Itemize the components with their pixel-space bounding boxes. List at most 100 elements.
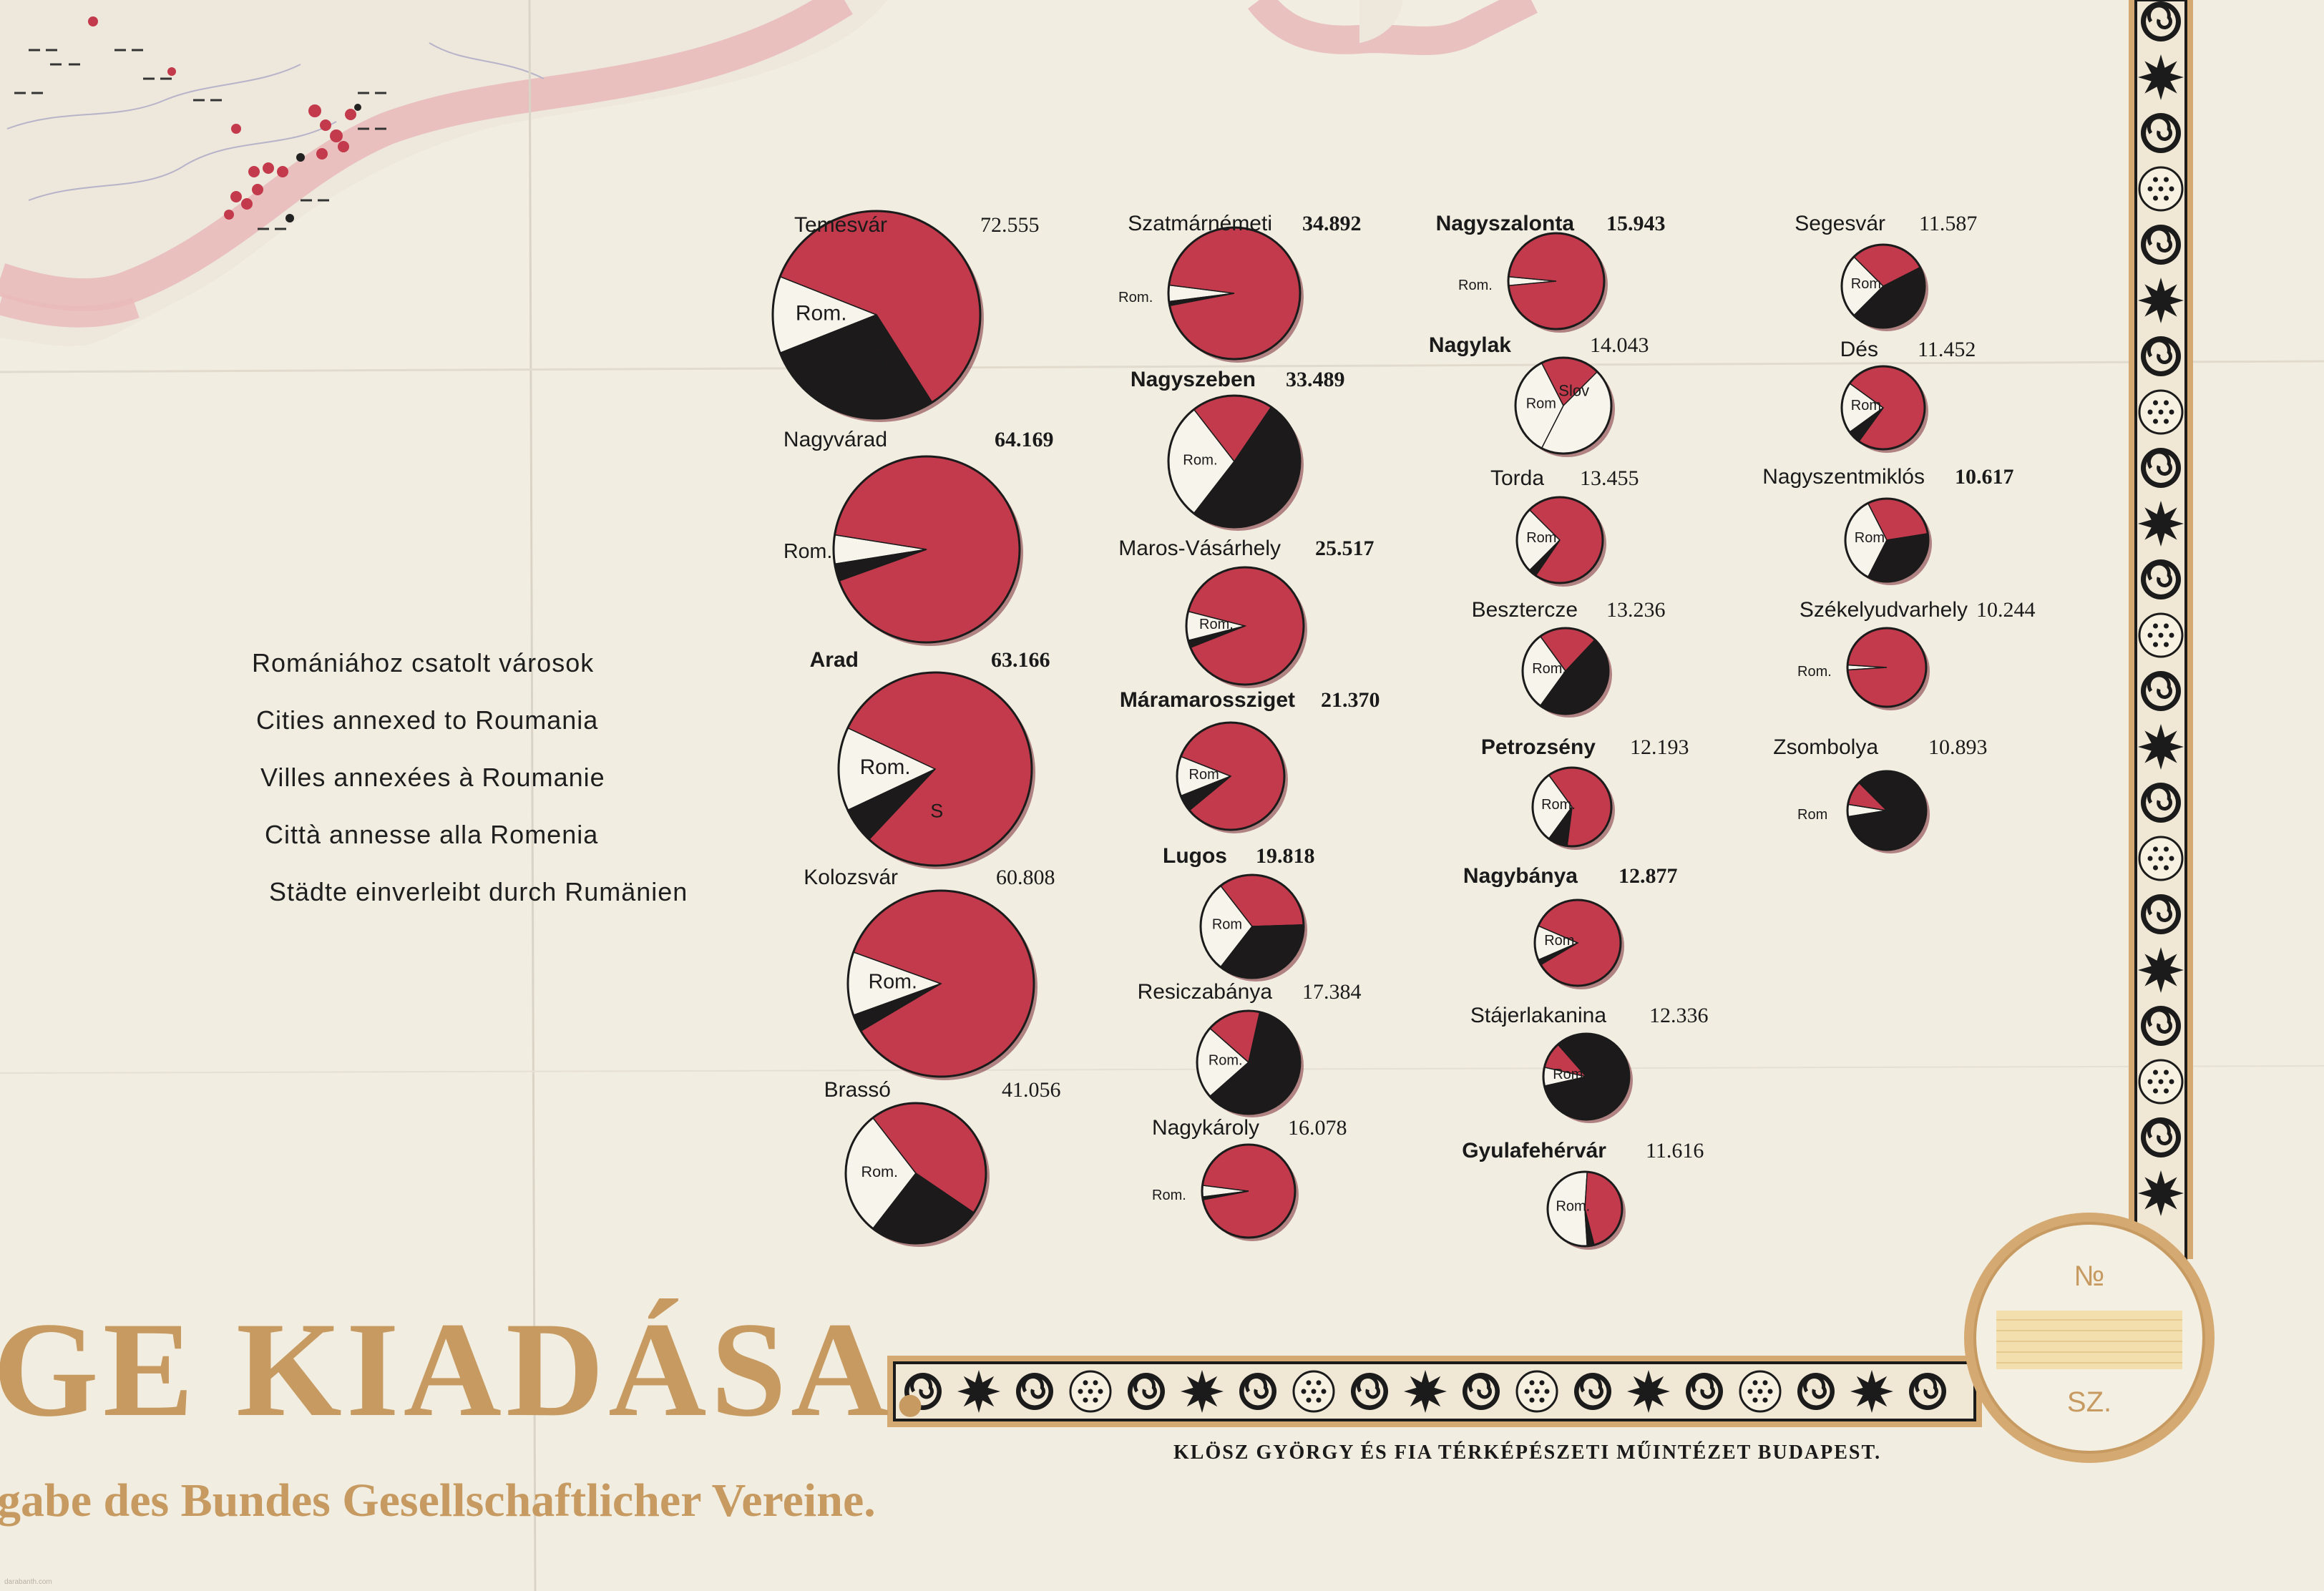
- ornament-spiral: [1128, 1373, 1165, 1410]
- ornament-spiral: [2141, 783, 2181, 823]
- city-name-maros-vasarhely: Maros-Vásárhely: [1118, 537, 1281, 560]
- rom-label: Rom: [1212, 917, 1242, 933]
- pie-szatmarnemeti: Rom.: [1118, 226, 1304, 363]
- rom-label: Rom.: [783, 540, 832, 563]
- publication-subtitle: gabe des Bundes Gesellschaftlicher Verei…: [0, 1474, 876, 1527]
- pie-arad: Rom. S: [837, 671, 1035, 869]
- pie-szekelyudvarhely: Rom.: [1797, 627, 1930, 710]
- city-population-resiczabanya: 17.384: [1302, 980, 1362, 1004]
- pie-outline: [1846, 627, 1928, 708]
- rom-label: Rom.: [1541, 797, 1576, 813]
- city-name-temesvar: Temesvár: [794, 213, 887, 237]
- pie-outline: [844, 1102, 987, 1245]
- publication-title: GE KIADÁSA.: [0, 1295, 932, 1445]
- pie-outline: [1846, 770, 1928, 851]
- city-name-arad: Arad: [809, 648, 859, 672]
- ornament-rosette: [2138, 166, 2184, 212]
- ornament-spiral: [2141, 894, 2181, 934]
- seal-number-mark: №: [2074, 1260, 2105, 1292]
- rom-label: Rom.: [796, 301, 847, 325]
- city-population-segesvar: 11.587: [1919, 212, 1978, 235]
- city-name-kolozsvar: Kolozsvár: [804, 866, 898, 889]
- city-population-arad: 63.166: [991, 648, 1050, 672]
- seal-sz-label: SZ.: [2066, 1386, 2112, 1418]
- pie-outline: [1844, 497, 1930, 583]
- city-name-resiczabanya: Resiczabánya: [1137, 980, 1272, 1004]
- ornament-spiral: [2141, 671, 2181, 711]
- rom-label: Rom: [1189, 767, 1219, 783]
- pie-brasso: Rom.: [844, 1102, 990, 1247]
- city-name-nagyszentmiklos: Nagyszentmiklós: [1762, 465, 1925, 489]
- watermark-credit: darabanth.com: [4, 1578, 52, 1586]
- pie-outline: [837, 671, 1033, 867]
- pie-nagyszalonta: Rom.: [1458, 232, 1608, 333]
- city-population-maramarossziget: 21.370: [1321, 688, 1380, 712]
- city-name-stajerlakanina: Stájerlakanina: [1470, 1004, 1606, 1027]
- pie-outline: [1199, 873, 1305, 979]
- city-population-nagyszentmiklos: 10.617: [1955, 465, 2014, 489]
- pie-outline: [1521, 627, 1610, 715]
- city-population-besztercze: 13.236: [1606, 598, 1666, 622]
- pie-nagyszentmiklos: Rom. S: [1844, 497, 1932, 585]
- pie-outline: [1840, 365, 1926, 451]
- pie-outline: [1167, 394, 1302, 529]
- rom-label: Rom.: [1199, 617, 1234, 632]
- ornament-spiral: [1016, 1373, 1053, 1410]
- city-name-besztercze: Besztercze: [1471, 598, 1578, 622]
- pie-outline: [846, 889, 1035, 1078]
- city-population-nagyszalonta: 15.943: [1606, 212, 1666, 235]
- city-name-nagyszalonta: Nagyszalonta: [1435, 212, 1574, 235]
- ornament-spiral: [1686, 1373, 1723, 1410]
- ornament-star: [2138, 947, 2184, 993]
- rom-label: Rom.: [869, 971, 917, 994]
- pie-outline: [1840, 243, 1926, 329]
- ornament-spiral: [1574, 1373, 1611, 1410]
- city-population-nagyszeben: 33.489: [1286, 368, 1345, 391]
- city-population-gyulafehervar: 11.616: [1646, 1139, 1704, 1162]
- rom-label: Rom.: [1556, 1199, 1590, 1215]
- city-name-nagykaroly: Nagykároly: [1151, 1116, 1259, 1140]
- city-population-nagyvarad: 64.169: [995, 428, 1054, 451]
- city-population-petrozseny: 12.193: [1630, 735, 1689, 759]
- city-name-lugos: Lugos: [1163, 844, 1227, 868]
- city-name-des: Dés: [1840, 338, 1878, 361]
- rom-label: Rom.: [1526, 530, 1561, 546]
- rom-label: Rom.: [1553, 1067, 1587, 1082]
- pie-outline: [1533, 899, 1622, 987]
- city-population-stajerlakanina: 12.336: [1649, 1004, 1709, 1027]
- ornament-rosette: [2138, 1059, 2184, 1105]
- ornament-spiral: [2141, 559, 2181, 599]
- ornament-spiral: [2141, 1117, 2181, 1157]
- pie-zsombolya: Rom S: [1797, 770, 1930, 853]
- ornament-star: [2138, 54, 2184, 100]
- city-population-brasso: 41.056: [1002, 1078, 1061, 1102]
- city-population-kolozsvar: 60.808: [996, 866, 1055, 889]
- s-label: S: [872, 349, 885, 371]
- ornament-star: [1627, 1370, 1670, 1413]
- city-name-szatmarnemeti: Szatmárnémeti: [1128, 212, 1272, 235]
- pie-besztercze: Rom.: [1521, 627, 1612, 718]
- legend-italian: Città annesse alla Romenia: [265, 820, 599, 849]
- city-name-zsombolya: Zsombolya: [1773, 735, 1878, 759]
- pie-maramarossziget: Rom: [1176, 721, 1288, 833]
- city-population-temesvar: 72.555: [980, 213, 1040, 237]
- pie-lugos: Rom: [1199, 873, 1307, 981]
- ornament-spiral: [2141, 1006, 2181, 1046]
- ornament-spiral: [2141, 336, 2181, 376]
- pie-gyulafehervar: Rom.: [1546, 1170, 1626, 1250]
- rom-label: Rom: [1797, 807, 1827, 823]
- number-seal: [1964, 1213, 2215, 1463]
- city-population-szekelyudvarhely: 10.244: [1976, 598, 2036, 622]
- s-label: S: [930, 801, 943, 822]
- pie-outline: [1201, 1143, 1297, 1239]
- pie-outline: [1167, 226, 1302, 361]
- slav-label: Slov: [1558, 382, 1589, 400]
- ornament-rosette: [2138, 836, 2184, 881]
- pie-segesvar: Rom: [1840, 243, 1928, 331]
- pie-outline: [1531, 766, 1613, 848]
- pie-outline: [1542, 1032, 1631, 1121]
- bottom-ornamental-border: [887, 1356, 1982, 1427]
